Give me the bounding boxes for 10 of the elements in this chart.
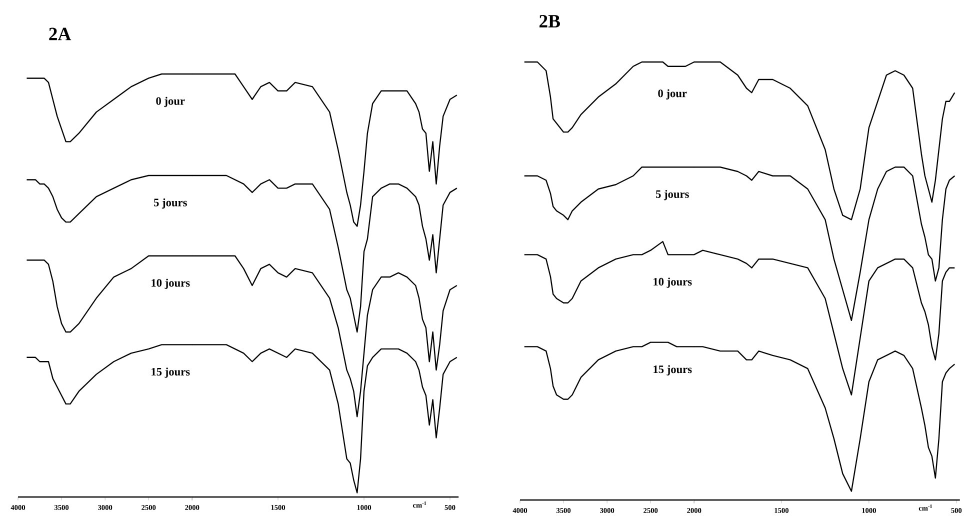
text: 10 jours [654, 278, 692, 288]
series-label: 15 jours [654, 365, 692, 376]
text: 5 jours [656, 190, 689, 200]
series-label: 15 jours [152, 368, 190, 378]
chart-title: 2A [49, 28, 72, 40]
series-label: 0 jour [156, 96, 185, 108]
text: 0 jour [658, 89, 687, 100]
chart-title: 2B [539, 14, 560, 28]
series-label: 10 jours [152, 278, 190, 290]
text: 5 jours [154, 198, 187, 209]
